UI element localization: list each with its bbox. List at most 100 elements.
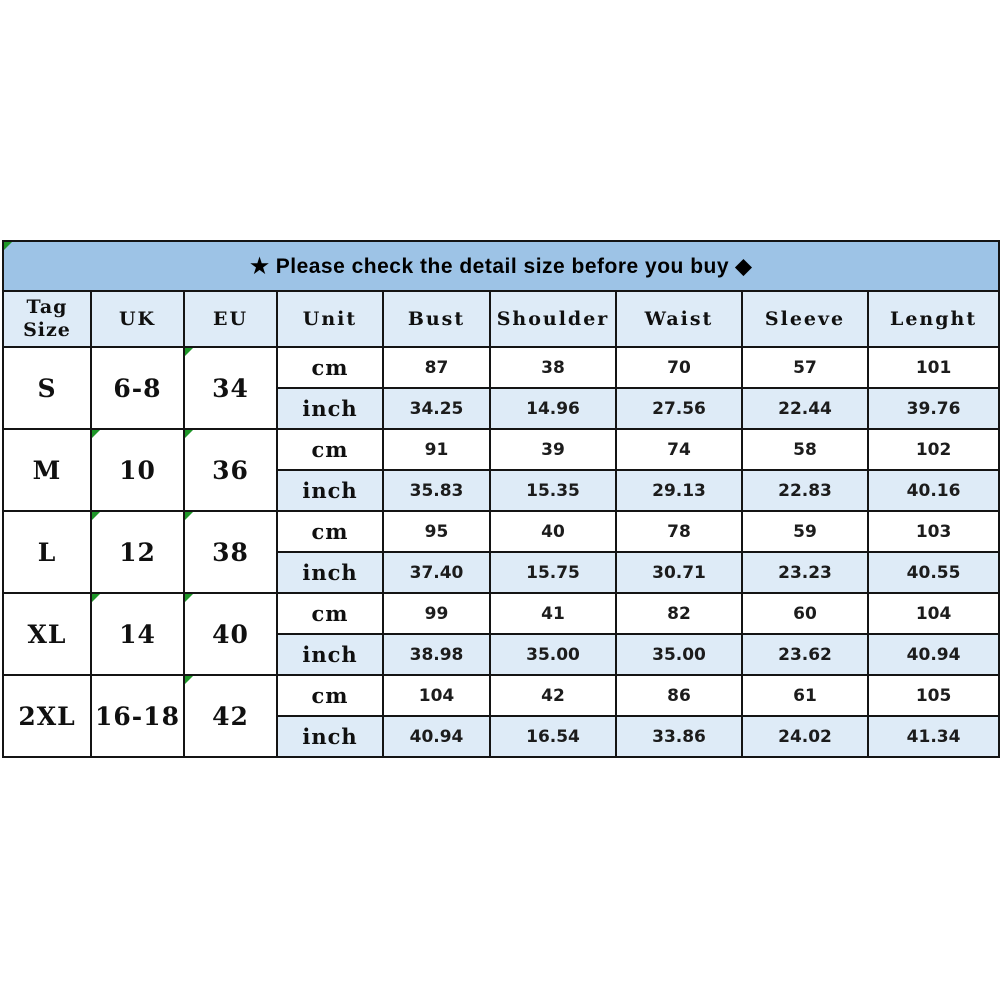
- uk-size-value: 14: [119, 619, 156, 649]
- unit-cell: inch: [276, 469, 384, 512]
- size-tag-cell: L: [2, 510, 92, 594]
- measurement-cell: 40.94: [382, 715, 491, 758]
- measurement-cell: 38: [489, 346, 617, 389]
- unit-cell: inch: [276, 633, 384, 676]
- measurement-cell: 23.62: [741, 633, 869, 676]
- column-header-shoulder: Shoulder: [489, 290, 617, 348]
- measurement-cell: 78: [615, 510, 743, 553]
- measurement-cell: 41.34: [866, 715, 1001, 758]
- error-indicator-icon: [93, 513, 100, 520]
- eu-size-cell: 34: [183, 346, 278, 430]
- error-indicator-icon: [186, 513, 193, 520]
- size-chart-table: ★ Please check the detail size before yo…: [1, 240, 1001, 758]
- measurement-cell: 35.00: [489, 633, 617, 676]
- error-indicator-icon: [5, 243, 12, 250]
- eu-size-value: 36: [212, 455, 249, 485]
- eu-size-value: 38: [212, 537, 249, 567]
- measurement-cell: 40: [489, 510, 617, 553]
- measurement-cell: 29.13: [615, 469, 743, 512]
- table-header-row: Tag Size UK EU Unit Bust Shoulder Waist …: [2, 290, 1001, 348]
- measurement-cell: 40.94: [866, 633, 1001, 676]
- measurement-cell: 35.83: [382, 469, 491, 512]
- measurement-cell: 39: [489, 428, 617, 471]
- measurement-cell: 74: [615, 428, 743, 471]
- measurement-cell: 33.86: [615, 715, 743, 758]
- error-indicator-icon: [186, 431, 193, 438]
- measurement-cell: 87: [382, 346, 491, 389]
- measurement-cell: 40.55: [866, 551, 1001, 594]
- size-tag-cell: XL: [2, 592, 92, 676]
- size-tag-cell: M: [2, 428, 92, 512]
- uk-size-cell: 10: [90, 428, 185, 512]
- measurement-cell: 102: [866, 428, 1001, 471]
- measurement-cell: 35.00: [615, 633, 743, 676]
- table-row: 2XL 16-18 42 cm 104 42 86 61 105: [2, 674, 1001, 758]
- measurement-cell: 22.83: [741, 469, 869, 512]
- column-header-tag-size: Tag Size: [2, 290, 92, 348]
- banner-row: ★ Please check the detail size before yo…: [1, 240, 1001, 292]
- eu-size-cell: 40: [183, 592, 278, 676]
- table-row: M 10 36 cm 91 39 74 58 102: [2, 428, 1001, 512]
- measurement-cell: 103: [866, 510, 1001, 553]
- measurement-cell: 105: [866, 674, 1001, 717]
- measurement-cell: 95: [382, 510, 491, 553]
- measurement-cell: 99: [382, 592, 491, 635]
- measurement-cell: 16.54: [489, 715, 617, 758]
- size-tag-cell: 2XL: [2, 674, 92, 758]
- measurement-cell: 42: [489, 674, 617, 717]
- measurement-cell: 39.76: [866, 387, 1001, 430]
- table-row: inch 37.40 15.75 30.71 23.23 40.55: [3, 551, 1001, 594]
- unit-cell: cm: [276, 674, 384, 717]
- column-header-uk: UK: [90, 290, 185, 348]
- measurement-cell: 61: [741, 674, 869, 717]
- uk-size-value: 10: [119, 455, 156, 485]
- eu-size-cell: 36: [183, 428, 278, 512]
- column-header-lenght: Lenght: [866, 290, 1001, 348]
- measurement-cell: 41: [489, 592, 617, 635]
- unit-cell: cm: [276, 592, 384, 635]
- table-row: inch 38.98 35.00 35.00 23.62 40.94: [3, 633, 1001, 676]
- measurement-cell: 91: [382, 428, 491, 471]
- measurement-cell: 37.40: [382, 551, 491, 594]
- banner: ★ Please check the detail size before yo…: [1, 240, 1001, 292]
- measurement-cell: 15.35: [489, 469, 617, 512]
- table-row: inch 40.94 16.54 33.86 24.02 41.34: [3, 715, 1001, 758]
- measurement-cell: 104: [382, 674, 491, 717]
- measurement-cell: 22.44: [741, 387, 869, 430]
- measurement-cell: 24.02: [741, 715, 869, 758]
- measurement-cell: 34.25: [382, 387, 491, 430]
- error-indicator-icon: [186, 349, 193, 356]
- measurement-cell: 27.56: [615, 387, 743, 430]
- measurement-cell: 57: [741, 346, 869, 389]
- unit-cell: inch: [276, 551, 384, 594]
- eu-size-value: 34: [212, 373, 249, 403]
- size-tag-cell: S: [2, 346, 92, 430]
- measurement-cell: 23.23: [741, 551, 869, 594]
- unit-cell: cm: [276, 346, 384, 389]
- unit-cell: inch: [276, 715, 384, 758]
- column-header-eu: EU: [183, 290, 278, 348]
- measurement-cell: 104: [866, 592, 1001, 635]
- banner-text: ★ Please check the detail size before yo…: [250, 254, 753, 278]
- column-header-unit: Unit: [276, 290, 384, 348]
- eu-size-value: 42: [212, 701, 249, 731]
- measurement-cell: 58: [741, 428, 869, 471]
- measurement-cell: 101: [866, 346, 1001, 389]
- measurement-cell: 82: [615, 592, 743, 635]
- error-indicator-icon: [93, 595, 100, 602]
- eu-size-cell: 38: [183, 510, 278, 594]
- unit-cell: inch: [276, 387, 384, 430]
- measurement-cell: 60: [741, 592, 869, 635]
- table-row: XL 14 40 cm 99 41 82 60 104: [2, 592, 1001, 676]
- measurement-cell: 40.16: [866, 469, 1001, 512]
- measurement-cell: 86: [615, 674, 743, 717]
- measurement-cell: 14.96: [489, 387, 617, 430]
- uk-size-cell: 16-18: [90, 674, 185, 758]
- measurement-cell: 30.71: [615, 551, 743, 594]
- column-header-sleeve: Sleeve: [741, 290, 869, 348]
- uk-size-cell: 14: [90, 592, 185, 676]
- measurement-cell: 15.75: [489, 551, 617, 594]
- table-row: inch 35.83 15.35 29.13 22.83 40.16: [3, 469, 1001, 512]
- eu-size-value: 40: [212, 619, 249, 649]
- uk-size-value: 12: [119, 537, 156, 567]
